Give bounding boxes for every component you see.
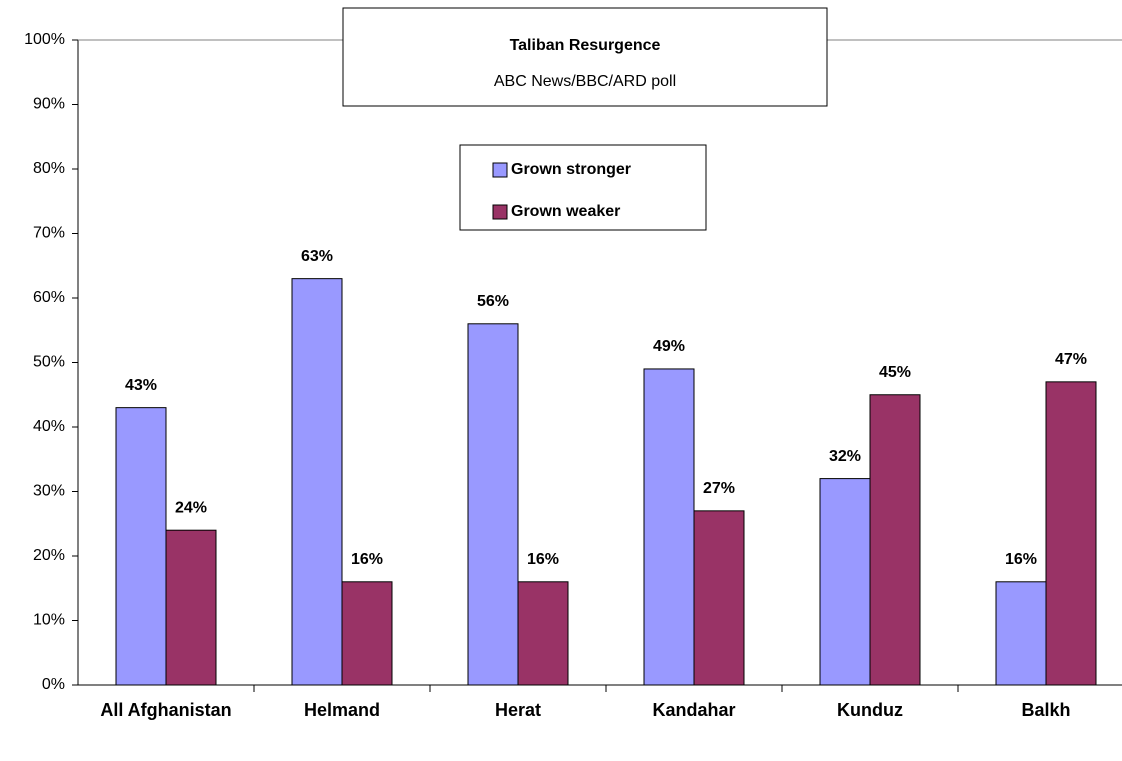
x-tick-label-box: Kandahar [652, 700, 736, 720]
legend-label: Grown stronger [511, 161, 631, 178]
value-label: 16% [351, 551, 383, 568]
bar [869, 394, 921, 686]
y-tick-label: 100% [24, 31, 65, 48]
x-tick-label: All Afghanistan [100, 700, 232, 720]
x-tick-label-box: Kunduz [837, 700, 903, 720]
value-label: 56% [477, 293, 509, 310]
x-tick-label-box: Balkh [1021, 700, 1071, 720]
bar [467, 323, 519, 686]
x-tick-label-box: Herat [494, 700, 542, 720]
value-label: 43% [125, 377, 157, 394]
chart-subtitle: ABC News/BBC/ARD poll [494, 73, 676, 90]
y-tick-label: 10% [33, 612, 65, 629]
value-label: 63% [301, 248, 333, 265]
bar [693, 510, 745, 686]
x-tick-label: Kunduz [837, 700, 903, 720]
x-tick-label-box: All Afghanistan [100, 700, 232, 720]
bar [165, 529, 217, 686]
value-label: 24% [175, 499, 207, 516]
x-tick-label: Herat [494, 700, 542, 720]
value-label: 32% [829, 448, 861, 465]
bar [341, 581, 393, 686]
y-tick-label: 90% [33, 96, 65, 113]
y-tick-label: 40% [33, 418, 65, 435]
value-label: 45% [879, 364, 911, 381]
y-tick-label: 50% [33, 354, 65, 371]
x-tick-label-box: Helmand [303, 700, 381, 720]
value-label: 27% [703, 480, 735, 497]
bar [643, 368, 695, 686]
y-tick-label: 20% [33, 547, 65, 564]
value-label: 16% [527, 551, 559, 568]
y-tick-label: 70% [33, 225, 65, 242]
title-box [342, 7, 828, 107]
legend-swatch [492, 162, 508, 178]
value-label: 49% [653, 338, 685, 355]
x-tick-label: Helmand [303, 700, 381, 720]
bar [291, 278, 343, 686]
y-tick-label: 0% [42, 676, 65, 693]
y-tick-label: 60% [33, 289, 65, 306]
bar [819, 478, 871, 686]
legend-swatch [492, 204, 508, 220]
chart-title: Taliban Resurgence [510, 37, 661, 54]
value-label: 47% [1055, 351, 1087, 368]
legend-label: Grown weaker [511, 203, 620, 220]
bar [1045, 381, 1097, 686]
bar [115, 407, 167, 686]
value-label: 16% [1005, 551, 1037, 568]
bar [517, 581, 569, 686]
y-tick-label: 80% [33, 160, 65, 177]
bar [995, 581, 1047, 686]
x-tick-label: Balkh [1021, 700, 1071, 720]
x-tick-label: Kandahar [652, 700, 736, 720]
y-tick-label: 30% [33, 483, 65, 500]
